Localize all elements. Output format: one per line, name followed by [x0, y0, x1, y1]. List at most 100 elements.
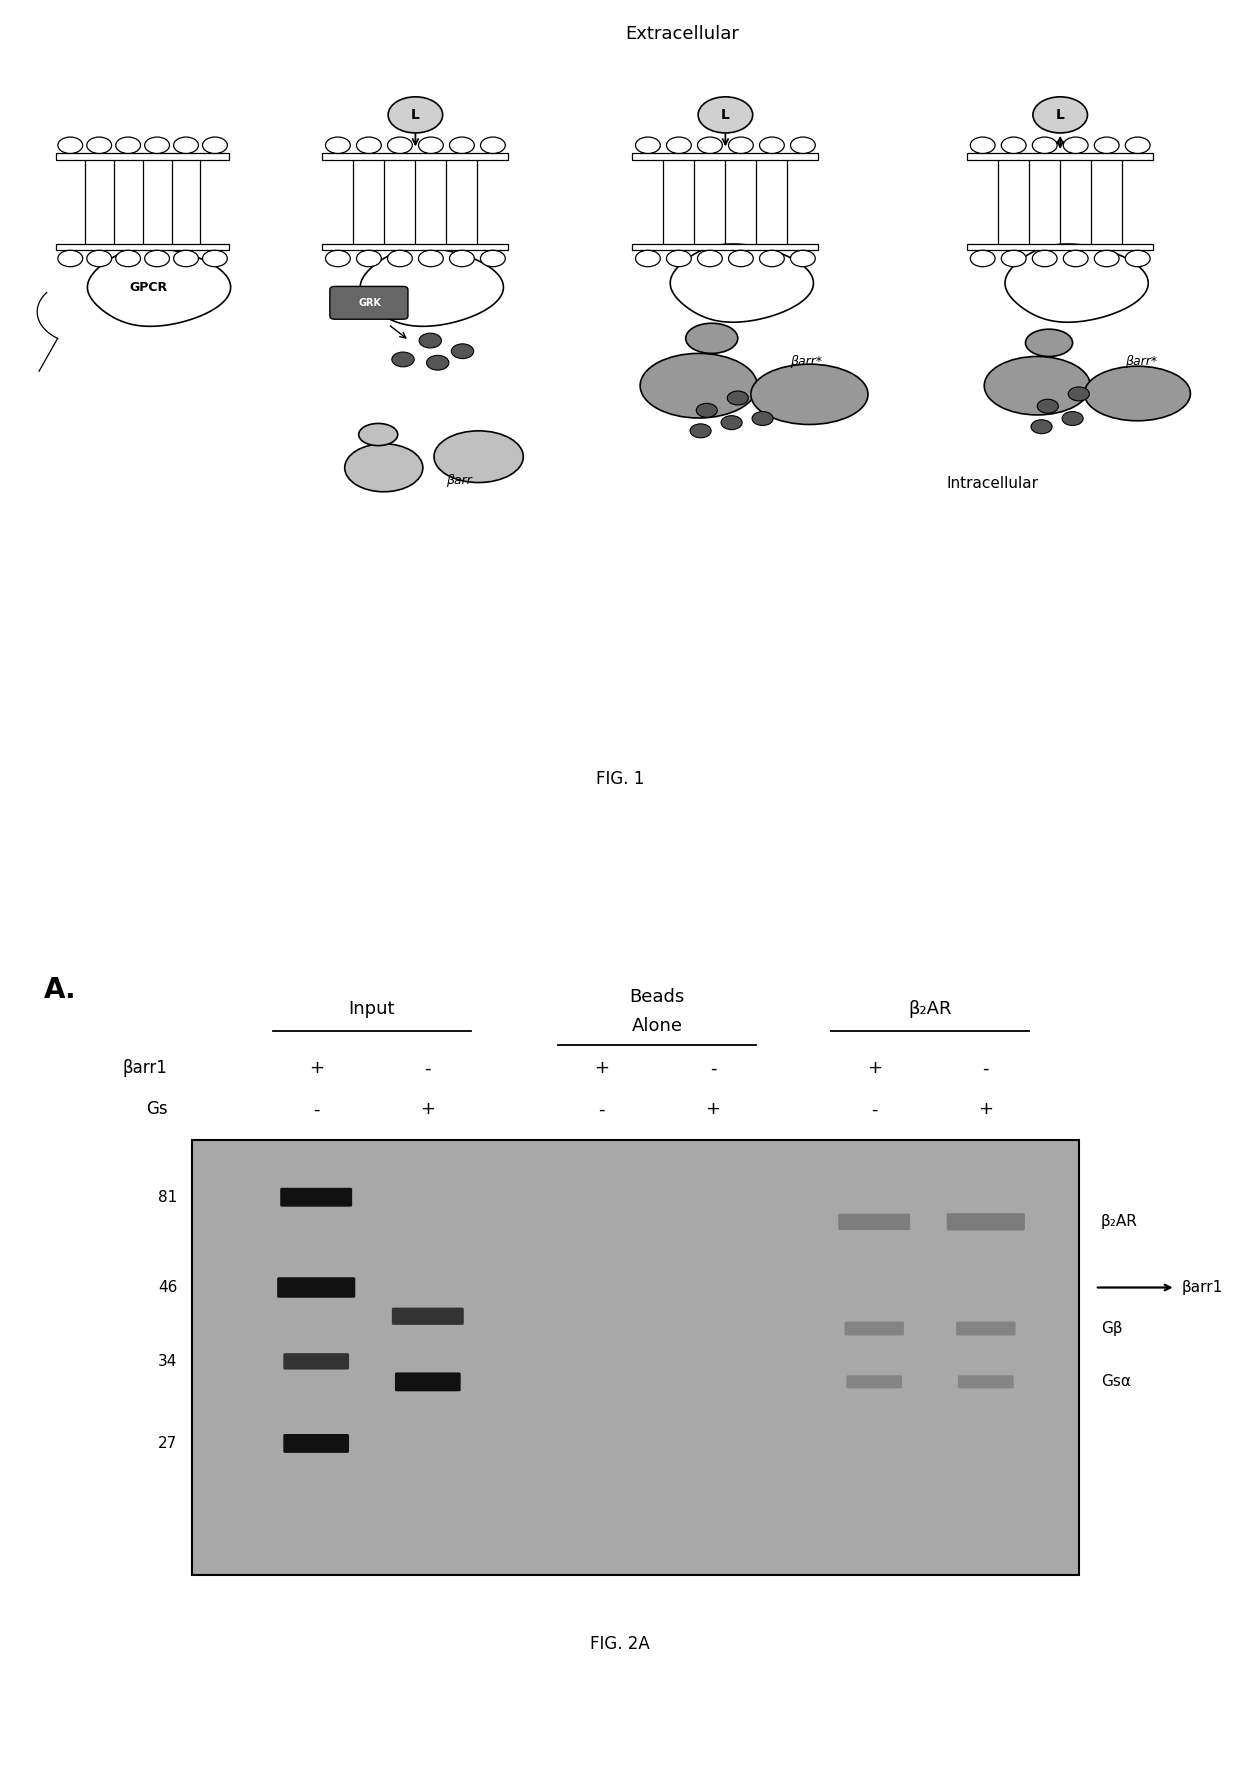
- Text: +: +: [594, 1060, 609, 1078]
- Text: -: -: [870, 1101, 878, 1119]
- Bar: [56, 153, 229, 161]
- Circle shape: [481, 137, 506, 153]
- Ellipse shape: [434, 432, 523, 482]
- FancyBboxPatch shape: [844, 1322, 904, 1336]
- FancyBboxPatch shape: [394, 1372, 461, 1392]
- Circle shape: [451, 344, 474, 359]
- FancyBboxPatch shape: [956, 1322, 1016, 1336]
- Circle shape: [729, 137, 754, 153]
- Bar: [322, 244, 508, 250]
- Circle shape: [1094, 250, 1120, 268]
- Circle shape: [635, 137, 660, 153]
- Bar: [632, 244, 818, 250]
- Circle shape: [1126, 137, 1151, 153]
- Text: βarr*: βarr*: [790, 355, 822, 368]
- Circle shape: [751, 412, 774, 426]
- Circle shape: [697, 137, 722, 153]
- Ellipse shape: [1084, 366, 1190, 421]
- Text: +: +: [706, 1101, 720, 1119]
- Text: FIG. 2A: FIG. 2A: [590, 1636, 650, 1654]
- Bar: [192, 1140, 1079, 1575]
- FancyBboxPatch shape: [392, 1308, 464, 1326]
- Polygon shape: [361, 248, 503, 326]
- FancyBboxPatch shape: [283, 1352, 350, 1370]
- Bar: [967, 244, 1153, 250]
- Text: Extracellular: Extracellular: [625, 25, 739, 43]
- Circle shape: [202, 250, 227, 268]
- Circle shape: [698, 96, 753, 134]
- Text: 34: 34: [157, 1354, 177, 1368]
- Circle shape: [202, 137, 227, 153]
- Ellipse shape: [345, 444, 423, 492]
- Circle shape: [759, 137, 784, 153]
- Text: GPCR: GPCR: [130, 280, 167, 294]
- Text: β₂AR: β₂AR: [908, 1001, 952, 1019]
- Circle shape: [145, 250, 170, 268]
- Circle shape: [791, 137, 816, 153]
- Circle shape: [87, 250, 112, 268]
- Text: Input: Input: [348, 1001, 396, 1019]
- Text: Alone: Alone: [631, 1017, 683, 1035]
- Text: GRK: GRK: [358, 298, 381, 309]
- FancyBboxPatch shape: [947, 1213, 1025, 1231]
- Ellipse shape: [640, 353, 758, 417]
- Circle shape: [729, 250, 754, 268]
- FancyBboxPatch shape: [283, 1434, 350, 1452]
- Text: Gs: Gs: [146, 1101, 167, 1119]
- Text: +: +: [978, 1101, 993, 1119]
- Circle shape: [635, 250, 660, 268]
- Bar: [56, 244, 229, 250]
- Circle shape: [419, 334, 441, 348]
- Ellipse shape: [1025, 330, 1073, 357]
- Circle shape: [388, 137, 412, 153]
- Polygon shape: [671, 244, 813, 323]
- Ellipse shape: [686, 323, 738, 353]
- Circle shape: [419, 250, 444, 268]
- Circle shape: [971, 137, 994, 153]
- FancyBboxPatch shape: [277, 1277, 355, 1297]
- Circle shape: [174, 137, 198, 153]
- Text: A.: A.: [43, 976, 76, 1004]
- Circle shape: [450, 250, 474, 268]
- Text: L: L: [1055, 107, 1065, 121]
- Text: βarr1: βarr1: [123, 1060, 167, 1078]
- Circle shape: [971, 250, 994, 268]
- Circle shape: [1033, 96, 1087, 134]
- FancyBboxPatch shape: [847, 1375, 903, 1388]
- Text: 46: 46: [157, 1279, 177, 1295]
- Circle shape: [667, 250, 692, 268]
- Text: -: -: [598, 1101, 605, 1119]
- Circle shape: [791, 250, 816, 268]
- Circle shape: [697, 403, 717, 417]
- Bar: [322, 153, 508, 161]
- Text: +: +: [420, 1101, 435, 1119]
- Circle shape: [1063, 412, 1084, 426]
- Text: Intracellular: Intracellular: [946, 476, 1038, 491]
- Circle shape: [388, 96, 443, 134]
- Circle shape: [667, 137, 692, 153]
- Circle shape: [1069, 387, 1090, 401]
- FancyBboxPatch shape: [838, 1213, 910, 1231]
- Circle shape: [1032, 419, 1053, 434]
- Text: Gβ: Gβ: [1101, 1320, 1122, 1336]
- Circle shape: [1032, 250, 1058, 268]
- Circle shape: [388, 250, 412, 268]
- Text: +: +: [867, 1060, 882, 1078]
- Circle shape: [357, 250, 382, 268]
- Circle shape: [326, 137, 351, 153]
- Circle shape: [1094, 137, 1120, 153]
- Circle shape: [357, 137, 382, 153]
- Circle shape: [1063, 250, 1089, 268]
- Bar: [632, 153, 818, 161]
- FancyBboxPatch shape: [280, 1188, 352, 1206]
- Circle shape: [689, 425, 711, 437]
- Circle shape: [481, 250, 506, 268]
- Text: βarr1: βarr1: [1182, 1279, 1223, 1295]
- Text: +: +: [309, 1060, 324, 1078]
- Text: βarr: βarr: [446, 473, 471, 487]
- Text: L: L: [410, 107, 420, 121]
- Text: 81: 81: [157, 1190, 177, 1204]
- Circle shape: [720, 416, 742, 430]
- Circle shape: [392, 351, 414, 368]
- Text: β₂AR: β₂AR: [1101, 1215, 1138, 1229]
